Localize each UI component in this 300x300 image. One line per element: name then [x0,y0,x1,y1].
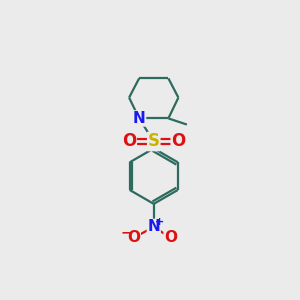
Text: −: − [120,225,132,239]
Text: S: S [148,133,160,151]
Text: N: N [133,111,146,126]
Text: O: O [127,230,140,245]
Text: O: O [171,133,185,151]
Text: O: O [164,230,177,245]
Text: O: O [122,133,136,151]
Text: N: N [147,220,160,235]
Text: +: + [155,217,164,226]
